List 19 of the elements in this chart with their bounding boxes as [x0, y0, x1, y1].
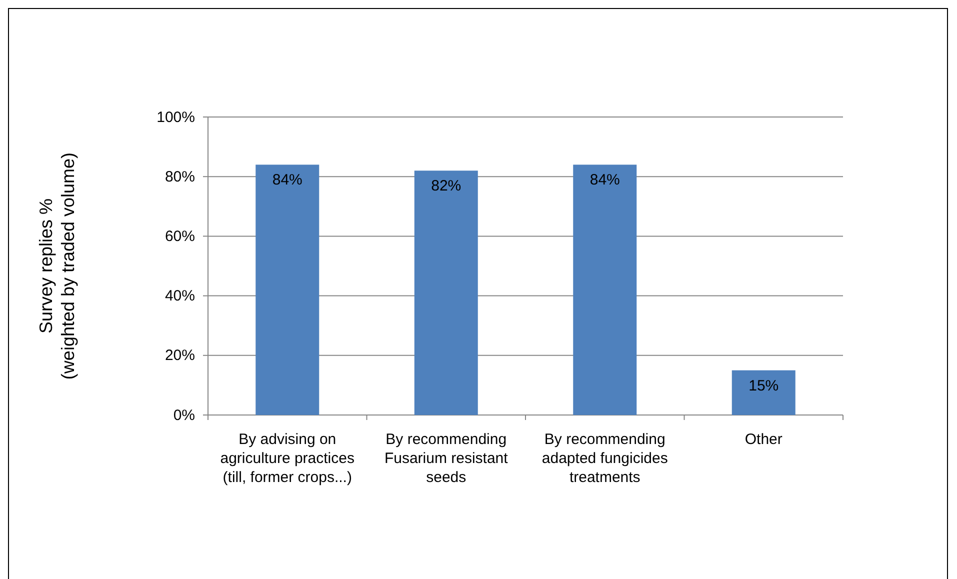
data-label: 84% [590, 172, 620, 189]
bar [414, 170, 478, 415]
x-tick-label: Other [744, 431, 782, 448]
x-tick-label: By advising on agriculture practices (till, former crops...) [220, 431, 354, 486]
bar [573, 164, 637, 415]
y-tick-label: 100% [156, 108, 195, 126]
data-label: 15% [748, 377, 779, 394]
data-label: 84% [272, 172, 302, 189]
x-tick-label: By recommending Fusarium resistant seeds [384, 431, 509, 486]
y-tick-label: 80% [164, 168, 195, 186]
bar [732, 370, 796, 415]
y-tick-label: 60% [164, 228, 195, 245]
y-tick-label: 0% [173, 406, 195, 424]
y-axis-title: Survey replies % (weighted by traded volume) [36, 152, 78, 380]
y-tick-label: 20% [164, 347, 195, 364]
x-tick-label: By recommending adapted fungicides treatments [542, 431, 668, 486]
data-label: 82% [431, 178, 462, 195]
bar [256, 164, 320, 415]
y-tick-label: 40% [164, 288, 195, 305]
